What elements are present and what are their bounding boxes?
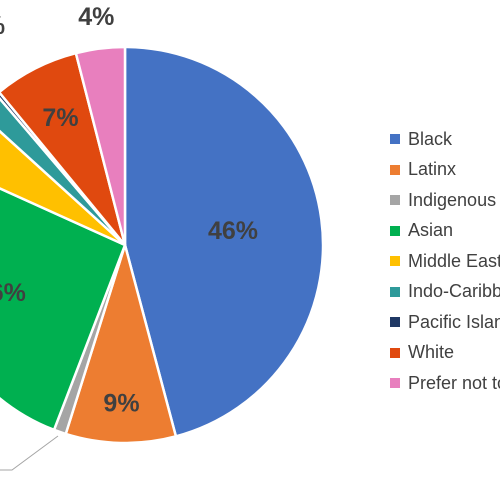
legend-swatch xyxy=(390,134,400,145)
data-label-black: 46% xyxy=(208,217,258,245)
legend-label: Black xyxy=(408,128,453,149)
data-label-white: 7% xyxy=(42,104,78,132)
legend: Black Latinx Indigenous Asian Middle Eastern… xyxy=(390,124,500,399)
legend-label: Pacific Islander xyxy=(408,311,500,332)
legend-label: White xyxy=(408,342,455,363)
legend-item-pacific-islander: Pacific Islander xyxy=(390,307,500,338)
legend-swatch xyxy=(390,225,400,236)
data-label-prefer-not-to-say: 4% xyxy=(78,3,114,31)
legend-item-prefer-not-to-say: Prefer not to say xyxy=(390,368,500,399)
legend-item-black: Black xyxy=(390,124,500,155)
data-label-latinx: 9% xyxy=(103,389,139,417)
legend-label: Indigenous xyxy=(408,189,497,210)
legend-swatch xyxy=(390,164,400,175)
legend-item-middle-eastern: Middle Eastern xyxy=(390,246,500,277)
legend-label: Middle Eastern xyxy=(408,250,500,271)
data-label-asian: 6% xyxy=(0,279,26,307)
legend-label: Asian xyxy=(408,220,454,241)
legend-item-white: White xyxy=(390,338,500,369)
pie-data-labels: 46% 9% 6% 7% 4%% xyxy=(0,3,258,471)
pie-slice-asian xyxy=(0,187,127,432)
legend-item-latinx: Latinx xyxy=(390,155,500,186)
legend-swatch xyxy=(390,256,400,267)
pie-slice-prefer-not-to-say xyxy=(74,45,127,247)
legend-item-indigenous: Indigenous xyxy=(390,185,500,216)
pie-slice-black xyxy=(123,45,325,438)
data-label-clipped-0: % xyxy=(0,12,5,40)
legend-swatch xyxy=(390,286,400,297)
legend-swatch xyxy=(390,378,400,389)
pie-slices xyxy=(0,45,325,445)
leader-line xyxy=(0,435,59,471)
legend-label: Prefer not to say xyxy=(408,372,500,393)
legend-swatch xyxy=(390,317,400,328)
legend-label: Latinx xyxy=(408,159,457,180)
legend-item-indo-caribbean: Indo-Caribbean xyxy=(390,277,500,308)
legend-item-asian: Asian xyxy=(390,216,500,247)
legend-label: Indo-Caribbean xyxy=(408,281,500,302)
legend-swatch xyxy=(390,195,400,206)
legend-swatch xyxy=(390,347,400,358)
pie-slice-latinx xyxy=(64,243,178,445)
